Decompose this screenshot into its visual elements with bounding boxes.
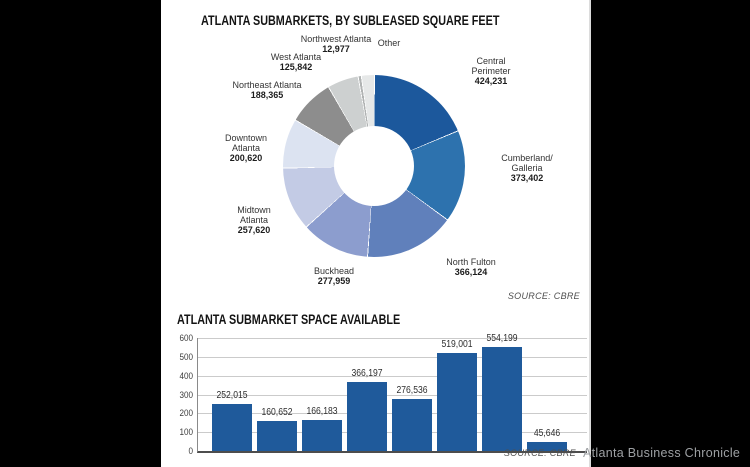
slice-name: North Fulton bbox=[446, 257, 496, 267]
slice-value: 12,977 bbox=[322, 44, 350, 54]
bar-value-label: 252,015 bbox=[216, 389, 248, 401]
bar-value-label: 45,646 bbox=[533, 428, 561, 440]
slice-name: Buckhead bbox=[313, 266, 355, 276]
slice-name: Perimeter bbox=[471, 66, 511, 76]
infographic-panel: ATLANTA SUBMARKETS, BY SUBLEASED SQUARE … bbox=[161, 0, 591, 467]
y-axis-tick-label: 600 bbox=[179, 333, 193, 343]
y-axis-tick-label: 100 bbox=[179, 427, 193, 438]
y-axis-tick-label: 500 bbox=[179, 351, 193, 362]
y-axis-tick-label: 200 bbox=[179, 408, 193, 419]
slice-name: Atlanta bbox=[239, 215, 269, 225]
bar bbox=[437, 353, 477, 451]
y-axis-tick-label: 0 bbox=[188, 446, 193, 456]
bar bbox=[347, 382, 387, 451]
donut-source-note: SOURCE: CBRE bbox=[507, 291, 580, 301]
donut-slice-label: Buckhead 277,959 bbox=[279, 266, 389, 286]
slice-name: Northwest Atlanta bbox=[300, 34, 372, 44]
gridline bbox=[198, 394, 587, 396]
bar-value-label: 554,199 bbox=[486, 332, 518, 344]
bar bbox=[482, 346, 522, 451]
bar-value-label: 160,652 bbox=[261, 406, 293, 418]
slice-name: Atlanta bbox=[231, 143, 261, 153]
bar bbox=[302, 419, 342, 451]
slice-value: 257,620 bbox=[237, 225, 271, 235]
donut-chart-title: ATLANTA SUBMARKETS, BY SUBLEASED SQUARE … bbox=[201, 13, 500, 28]
gridline bbox=[198, 338, 587, 339]
slice-name: West Atlanta bbox=[270, 52, 322, 62]
y-axis-tick-label: 400 bbox=[179, 370, 193, 381]
publisher-watermark: Atlanta Business Chronicle bbox=[583, 446, 741, 460]
slice-value: 424,231 bbox=[474, 76, 508, 86]
bar-chart-title: ATLANTA SUBMARKET SPACE AVAILABLE bbox=[177, 312, 401, 327]
slice-name: Cumberland/ bbox=[501, 153, 553, 163]
donut-slice-label: Central Perimeter 424,231 bbox=[436, 56, 546, 86]
slice-name: Downtown bbox=[224, 133, 268, 143]
bar bbox=[392, 398, 432, 451]
slice-name: Central bbox=[476, 56, 506, 66]
slice-value: 277,959 bbox=[317, 276, 351, 286]
bar-value-label: 366,197 bbox=[351, 368, 383, 380]
slice-value: 200,620 bbox=[229, 153, 263, 163]
bar bbox=[212, 403, 252, 451]
bar bbox=[257, 420, 297, 451]
y-axis-tick-label: 300 bbox=[179, 389, 193, 400]
donut-slice-label: North Fulton 366,124 bbox=[416, 257, 526, 277]
gridline bbox=[198, 375, 587, 377]
bar-value-label: 166,183 bbox=[306, 405, 338, 417]
slice-name: Galleria bbox=[511, 163, 543, 173]
slice-name: Other bbox=[377, 38, 401, 48]
donut-slice-label: Cumberland/Galleria 373,402 bbox=[472, 153, 582, 183]
slice-value: 125,842 bbox=[279, 62, 313, 72]
bar-source-note: SOURCE: CBRE bbox=[503, 448, 576, 458]
slice-name: Northeast Atlanta bbox=[232, 80, 302, 90]
donut-slice-label: Northwest Atlanta 12,977 bbox=[281, 34, 391, 54]
gridline bbox=[198, 356, 587, 358]
slice-name: Midtown bbox=[237, 205, 271, 215]
donut-slice-label: Northeast Atlanta 188,365 bbox=[212, 80, 322, 100]
donut-slice-label: Other bbox=[334, 38, 444, 48]
bar bbox=[527, 442, 567, 451]
slice-value: 366,124 bbox=[454, 267, 488, 277]
bar-value-label: 276,536 bbox=[396, 384, 428, 396]
slice-value: 373,402 bbox=[510, 173, 544, 183]
slice-value: 188,365 bbox=[250, 90, 284, 100]
donut-chart bbox=[283, 75, 465, 257]
bar-chart-plot-area: 252,015 160,652 166,183 366,197 276,536 519,0… bbox=[197, 333, 587, 453]
donut-slice-label: Downtown Atlanta 200,620 bbox=[191, 133, 301, 163]
donut-slice-label: West Atlanta 125,842 bbox=[241, 52, 351, 72]
bar-value-label: 519,001 bbox=[441, 339, 473, 351]
donut-slice-label: Midtown Atlanta 257,620 bbox=[199, 205, 309, 235]
